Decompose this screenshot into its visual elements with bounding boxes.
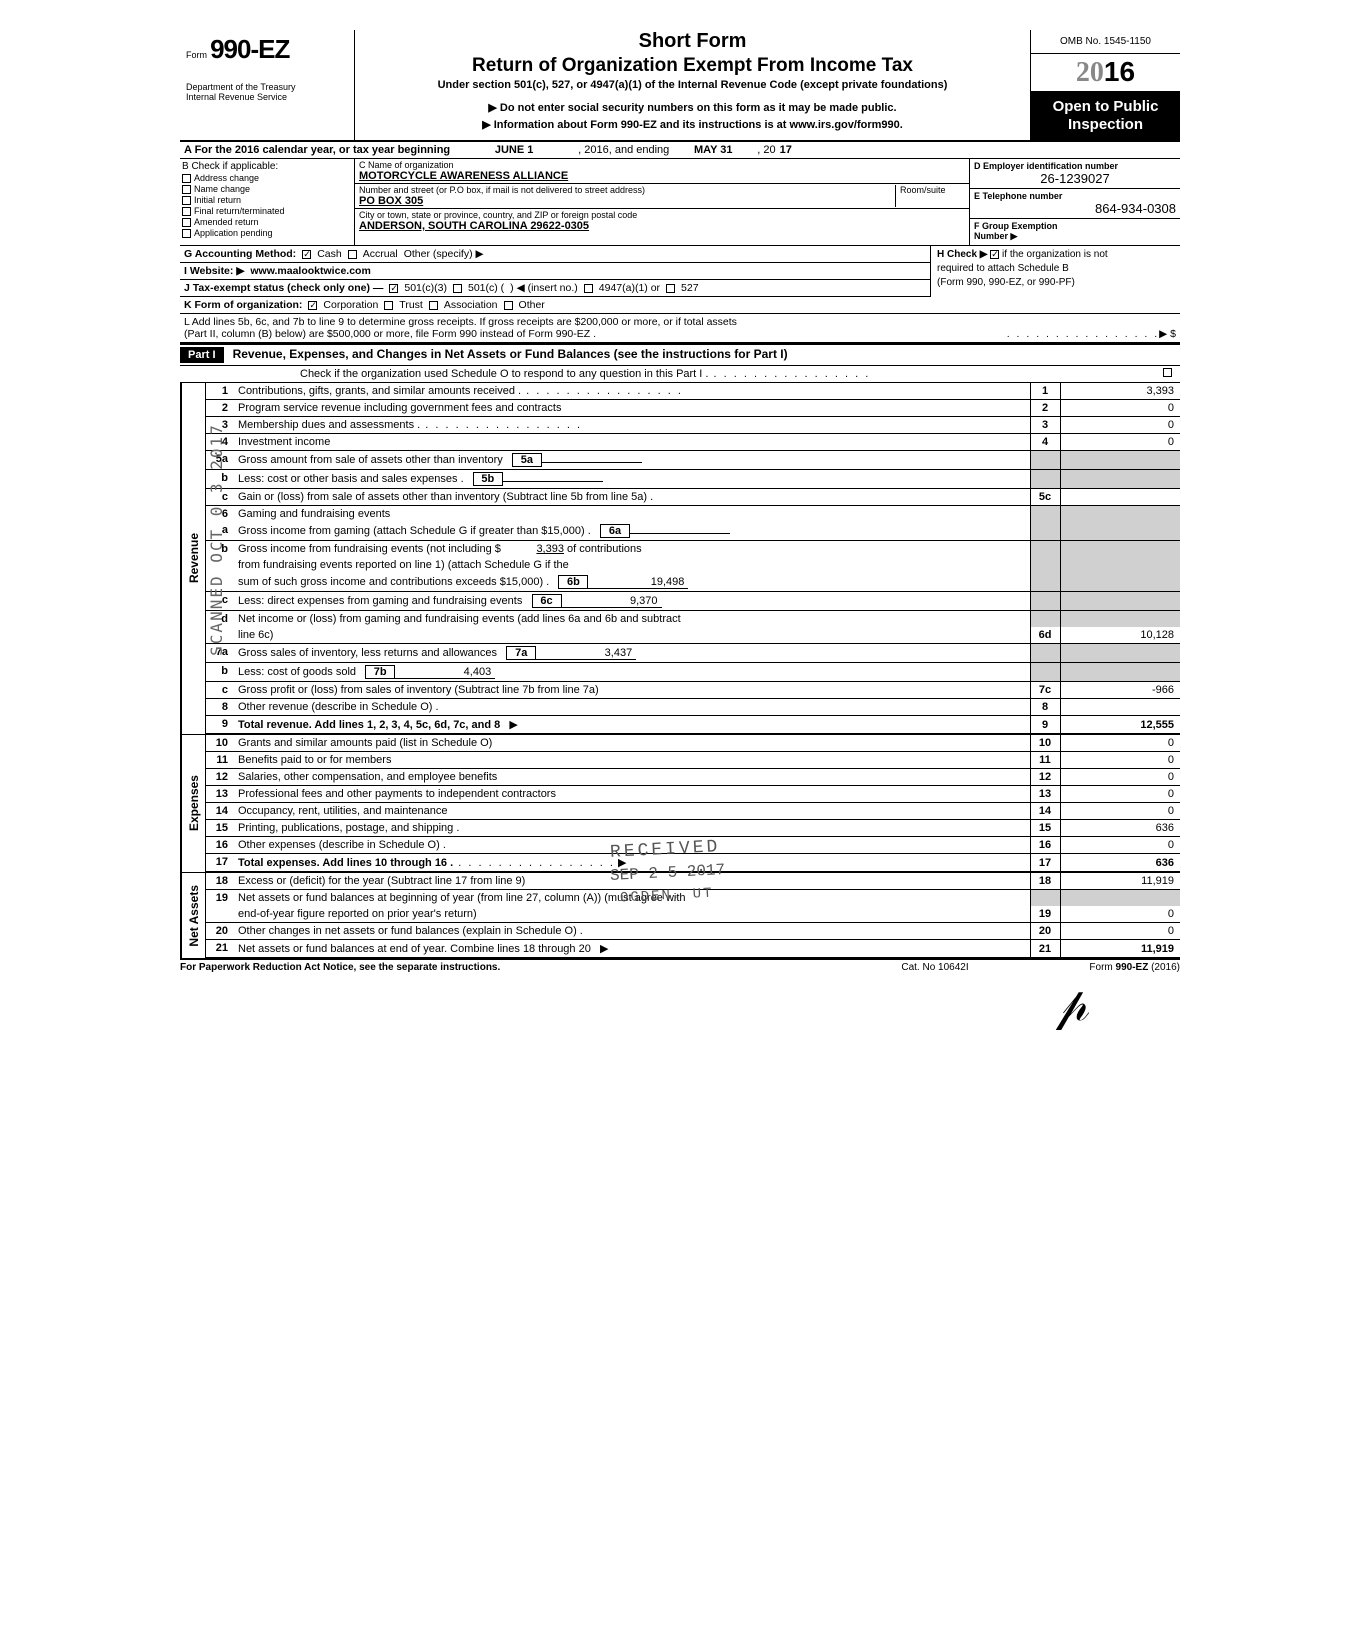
line-6b-3: sum of such gross income and contributio…: [206, 573, 1180, 592]
revenue-label: Revenue: [187, 533, 201, 583]
chk-schedule-o[interactable]: [1163, 368, 1172, 377]
section-revenue: Revenue 1Contributions, gifts, grants, a…: [180, 383, 1180, 734]
line-8: 8Other revenue (describe in Schedule O) …: [206, 699, 1180, 716]
line-3: 3Membership dues and assessments .30: [206, 417, 1180, 434]
form-header: Form 990-EZ Department of the Treasury I…: [180, 30, 1180, 142]
line-5c: cGain or (loss) from sale of assets othe…: [206, 489, 1180, 506]
line-19-1: 19Net assets or fund balances at beginni…: [206, 890, 1180, 907]
line-18: 18Excess or (deficit) for the year (Subt…: [206, 873, 1180, 890]
chk-cash[interactable]: [302, 250, 311, 259]
line-11: 11Benefits paid to or for members110: [206, 752, 1180, 769]
col-c-org-info: C Name of organization MOTORCYCLE AWAREN…: [355, 159, 970, 245]
scanned-stamp: SCANNED OCT 0 3 2017: [207, 423, 226, 656]
expenses-table: 10Grants and similar amounts paid (list …: [206, 735, 1180, 872]
org-city: ANDERSON, SOUTH CAROLINA 29622-0305: [359, 220, 965, 232]
line-4: 4Investment income40: [206, 434, 1180, 451]
line-5a: 5aGross amount from sale of assets other…: [206, 451, 1180, 470]
col-d-ein-phone: D Employer identification number 26-1239…: [970, 159, 1180, 245]
header-grid: B Check if applicable: Address change Na…: [180, 159, 1180, 246]
chk-501c[interactable]: [453, 284, 462, 293]
line-g: G Accounting Method: Cash Accrual Other …: [180, 246, 930, 263]
phone: 864-934-0308: [974, 201, 1176, 216]
chk-trust[interactable]: [384, 301, 393, 310]
line-6d-2: line 6c)6d10,128: [206, 627, 1180, 644]
dept-irs: Internal Revenue Service: [186, 93, 348, 103]
chk-accrual[interactable]: [348, 250, 357, 259]
open-to-public: Open to PublicInspection: [1031, 92, 1180, 140]
chk-h[interactable]: [990, 250, 999, 259]
chk-final[interactable]: [182, 207, 191, 216]
check-schedule-o: Check if the organization used Schedule …: [180, 366, 1180, 383]
line-7a: 7aGross sales of inventory, less returns…: [206, 644, 1180, 663]
line-5b: bLess: cost or other basis and sales exp…: [206, 470, 1180, 489]
line-6b-2: from fundraising events reported on line…: [206, 557, 1180, 573]
line-17: 17Total expenses. Add lines 10 through 1…: [206, 854, 1180, 872]
revenue-table: 1Contributions, gifts, grants, and simil…: [206, 383, 1180, 734]
chk-initial[interactable]: [182, 196, 191, 205]
form-number: 990-EZ: [210, 34, 289, 64]
line-k: K Form of organization: Corporation Trus…: [180, 297, 1180, 314]
return-title: Return of Organization Exempt From Incom…: [363, 55, 1022, 77]
chk-name[interactable]: [182, 185, 191, 194]
chk-corp[interactable]: [308, 301, 317, 310]
website: www.maalooktwice.com: [250, 265, 370, 277]
section-expenses: Expenses 10Grants and similar amounts pa…: [180, 734, 1180, 872]
section-net-assets: Net Assets 18Excess or (deficit) for the…: [180, 872, 1180, 958]
org-name: MOTORCYCLE AWARENESS ALLIANCE: [359, 170, 965, 182]
line-21: 21Net assets or fund balances at end of …: [206, 940, 1180, 958]
net-assets-table: 18Excess or (deficit) for the year (Subt…: [206, 873, 1180, 958]
expenses-label: Expenses: [187, 775, 201, 831]
line-20: 20Other changes in net assets or fund ba…: [206, 923, 1180, 940]
line-6d-1: dNet income or (loss) from gaming and fu…: [206, 611, 1180, 628]
line-7b: bLess: cost of goods sold 7b4,403: [206, 663, 1180, 682]
line-6c: cLess: direct expenses from gaming and f…: [206, 592, 1180, 611]
line-14: 14Occupancy, rent, utilities, and mainte…: [206, 803, 1180, 820]
line-13: 13Professional fees and other payments t…: [206, 786, 1180, 803]
part-i-header: Part I Revenue, Expenses, and Changes in…: [180, 343, 1180, 366]
chk-amended[interactable]: [182, 218, 191, 227]
line-19-2: end-of-year figure reported on prior yea…: [206, 906, 1180, 923]
org-street: PO BOX 305: [359, 195, 895, 207]
line-10: 10Grants and similar amounts paid (list …: [206, 735, 1180, 752]
tax-year: 2016: [1031, 54, 1180, 92]
line-6a: aGross income from gaming (attach Schedu…: [206, 522, 1180, 541]
line-15: 15Printing, publications, postage, and s…: [206, 820, 1180, 837]
line-12: 12Salaries, other compensation, and empl…: [206, 769, 1180, 786]
chk-501c3[interactable]: [389, 284, 398, 293]
line-2: 2Program service revenue including gover…: [206, 400, 1180, 417]
info-link: ▶ Information about Form 990-EZ and its …: [363, 118, 1022, 131]
net-assets-label: Net Assets: [187, 885, 201, 947]
chk-527[interactable]: [666, 284, 675, 293]
omb-number: OMB No. 1545-1150: [1031, 30, 1180, 54]
line-7c: cGross profit or (loss) from sales of in…: [206, 682, 1180, 699]
row-a-tax-year: A For the 2016 calendar year, or tax yea…: [180, 142, 1180, 159]
line-l: L Add lines 5b, 6c, and 7b to line 9 to …: [180, 314, 1180, 343]
lines-g-through-k: G Accounting Method: Cash Accrual Other …: [180, 246, 1180, 297]
form-footer: For Paperwork Reduction Act Notice, see …: [180, 958, 1180, 973]
line-6b-1: bGross income from fundraising events (n…: [206, 541, 1180, 558]
col-b-checkboxes: B Check if applicable: Address change Na…: [180, 159, 355, 245]
chk-assoc[interactable]: [429, 301, 438, 310]
chk-pending[interactable]: [182, 229, 191, 238]
ssn-warning: ▶ Do not enter social security numbers o…: [363, 101, 1022, 114]
short-form-title: Short Form: [363, 30, 1022, 53]
line-6: 6Gaming and fundraising events: [206, 506, 1180, 523]
line-16: 16Other expenses (describe in Schedule O…: [206, 837, 1180, 854]
line-h: H Check ▶ if the organization is not req…: [930, 246, 1180, 297]
line-i: I Website: ▶ www.maalooktwice.com: [180, 263, 930, 280]
line-j: J Tax-exempt status (check only one) — 5…: [180, 280, 930, 297]
subtitle: Under section 501(c), 527, or 4947(a)(1)…: [363, 79, 1022, 91]
chk-4947[interactable]: [584, 284, 593, 293]
chk-other-org[interactable]: [504, 301, 513, 310]
ein: 26-1239027: [974, 171, 1176, 186]
line-9: 9Total revenue. Add lines 1, 2, 3, 4, 5c…: [206, 716, 1180, 734]
chk-address[interactable]: [182, 174, 191, 183]
form-prefix: Form: [186, 50, 207, 60]
signature-mark: 𝓅: [1056, 977, 1090, 1033]
line-1: 1Contributions, gifts, grants, and simil…: [206, 383, 1180, 400]
